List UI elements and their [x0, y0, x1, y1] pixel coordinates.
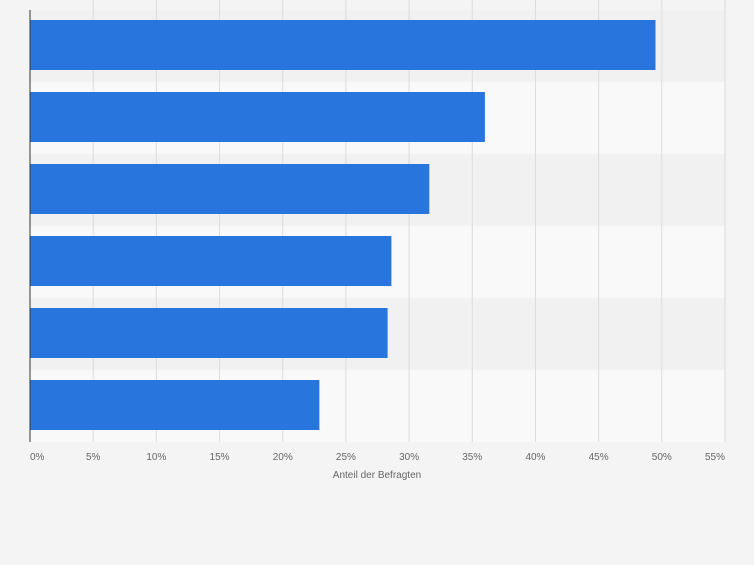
x-tick-label: 55%: [705, 452, 725, 463]
x-tick-label: 15%: [210, 452, 230, 463]
x-tick-label: 0%: [30, 452, 45, 463]
x-tick-label: 25%: [336, 452, 356, 463]
x-tick-label: 10%: [146, 452, 166, 463]
bars: [30, 20, 656, 430]
bar: [30, 308, 388, 358]
row-bands: [30, 10, 725, 442]
x-tick-labels: 0% 5% 10% 15% 20% 25% 30% 35% 40% 45% 50% 55%: [30, 452, 725, 463]
x-tick-label: 35%: [462, 452, 482, 463]
x-tick-label: 45%: [589, 452, 609, 463]
bar: [30, 236, 392, 286]
x-tick-label: 20%: [273, 452, 293, 463]
x-tick-label: 30%: [399, 452, 419, 463]
x-axis-label: Anteil der Befragten: [333, 470, 421, 481]
x-tick-label: 40%: [525, 452, 545, 463]
x-tick-label: 5%: [86, 452, 101, 463]
x-tick-label: 50%: [652, 452, 672, 463]
bar: [30, 20, 656, 70]
bar: [30, 92, 485, 142]
bar: [30, 164, 430, 214]
bar: [30, 380, 320, 430]
gridlines: [92, 0, 726, 442]
